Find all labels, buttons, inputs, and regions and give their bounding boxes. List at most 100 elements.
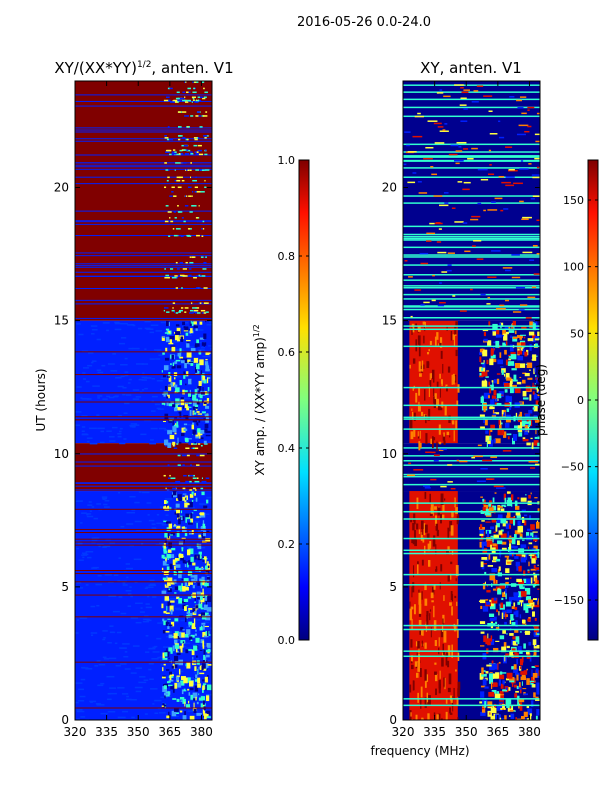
- heatmap-cell: [516, 381, 522, 385]
- heatmap-cell: [518, 309, 525, 311]
- heatmap-cell: [156, 407, 161, 410]
- heatmap-cell: [172, 685, 175, 691]
- heatmap-cell: [501, 504, 506, 507]
- heatmap-cell: [175, 334, 179, 341]
- heatmap-cell: [161, 590, 167, 594]
- heatmap-cell: [165, 336, 171, 343]
- heatmap-cell: [456, 141, 467, 144]
- heatmap-cell: [421, 527, 423, 535]
- colorbar-tick-label: 0: [577, 394, 584, 407]
- heatmap-cell: [193, 695, 196, 701]
- heatmap-cell: [195, 217, 199, 219]
- heatmap-cell: [528, 409, 533, 414]
- heatmap-cell: [455, 162, 460, 165]
- heatmap-cell: [433, 195, 443, 197]
- heatmap-cell: [205, 358, 208, 361]
- heatmap-cell: [165, 96, 170, 99]
- heatmap-cell: [192, 644, 199, 646]
- heatmap-cell: [488, 673, 495, 679]
- heatmap-cell: [196, 527, 201, 530]
- heatmap-cell: [534, 436, 538, 439]
- heatmap-cell: [431, 173, 438, 176]
- heatmap-cell: [488, 613, 495, 618]
- heatmap-cell: [533, 644, 540, 649]
- heatmap-cell: [498, 391, 504, 397]
- heatmap-cell: [480, 691, 485, 698]
- heatmap-cell: [179, 348, 182, 353]
- heatmap-cell: [506, 704, 513, 708]
- heatmap-cell: [164, 332, 169, 334]
- heatmap-cell: [203, 350, 206, 352]
- heatmap-cell: [497, 569, 500, 574]
- heatmap-cell: [173, 234, 178, 237]
- heatmap-cell: [207, 387, 210, 392]
- heatmap-cell: [518, 682, 521, 688]
- heatmap-cell: [526, 705, 530, 709]
- heatmap-cell: [161, 705, 165, 707]
- heatmap-cell: [107, 711, 116, 713]
- heatmap-cell: [515, 512, 521, 516]
- heatmap-cell: [166, 396, 169, 399]
- heatmap-cell: [205, 320, 207, 323]
- colorbar-tick-label: −50: [561, 461, 584, 474]
- heatmap-cell: [480, 293, 486, 296]
- heatmap-cell: [178, 356, 180, 359]
- heatmap-cell: [93, 517, 98, 520]
- heatmap-cell: [176, 675, 181, 677]
- heatmap-cell: [165, 487, 167, 490]
- heatmap-cell: [161, 336, 165, 341]
- heatmap-cell: [206, 577, 210, 580]
- heatmap-cell: [434, 393, 437, 400]
- heatmap-cell: [184, 307, 189, 309]
- heatmap-cell: [187, 636, 191, 638]
- heatmap-cell: [174, 712, 180, 714]
- heatmap-cell: [522, 688, 527, 690]
- heatmap-cell: [196, 694, 204, 697]
- heatmap-cell: [403, 650, 540, 652]
- heatmap-cell: [519, 687, 522, 690]
- heatmap-cell: [200, 429, 205, 434]
- heatmap-cell: [505, 331, 509, 335]
- heatmap-cell: [536, 708, 540, 716]
- heatmap-cell: [193, 144, 198, 147]
- heatmap-cell: [201, 477, 203, 479]
- heatmap-cell: [438, 679, 441, 689]
- heatmap-cell: [533, 692, 536, 698]
- heatmap-cell: [166, 676, 169, 678]
- heatmap-cell: [157, 622, 164, 624]
- heatmap-cell: [517, 698, 520, 706]
- heatmap-cell: [203, 713, 207, 720]
- heatmap-cell: [117, 432, 122, 435]
- heatmap-cell: [204, 414, 208, 416]
- heatmap-cell: [188, 329, 191, 331]
- heatmap-cell: [89, 442, 98, 445]
- heatmap-cell: [132, 398, 140, 400]
- heatmap-cell: [195, 276, 197, 279]
- heatmap-cell: [496, 704, 503, 711]
- heatmap-cell: [75, 162, 212, 164]
- heatmap-cell: [81, 433, 89, 436]
- heatmap-cell: [182, 698, 186, 704]
- heatmap-cell: [183, 144, 189, 147]
- heatmap-cell: [422, 537, 425, 543]
- heatmap-cell: [521, 619, 526, 624]
- heatmap-cell: [175, 398, 180, 403]
- heatmap-cell: [481, 381, 488, 387]
- heatmap-cell: [439, 387, 441, 398]
- heatmap-cell: [167, 600, 172, 607]
- heatmap-cell: [508, 358, 511, 361]
- heatmap-cell: [506, 560, 513, 562]
- heatmap-cell: [177, 234, 179, 237]
- heatmap-cell: [157, 408, 164, 410]
- heatmap-cell: [165, 151, 170, 153]
- heatmap-cell: [184, 390, 188, 393]
- heatmap-cell: [522, 539, 525, 541]
- heatmap-cell: [504, 591, 506, 595]
- heatmap-cell: [518, 565, 522, 572]
- heatmap-cell: [463, 108, 468, 110]
- heatmap-cell: [182, 464, 185, 466]
- heatmap-cell: [152, 651, 160, 653]
- heatmap-cell: [463, 148, 469, 150]
